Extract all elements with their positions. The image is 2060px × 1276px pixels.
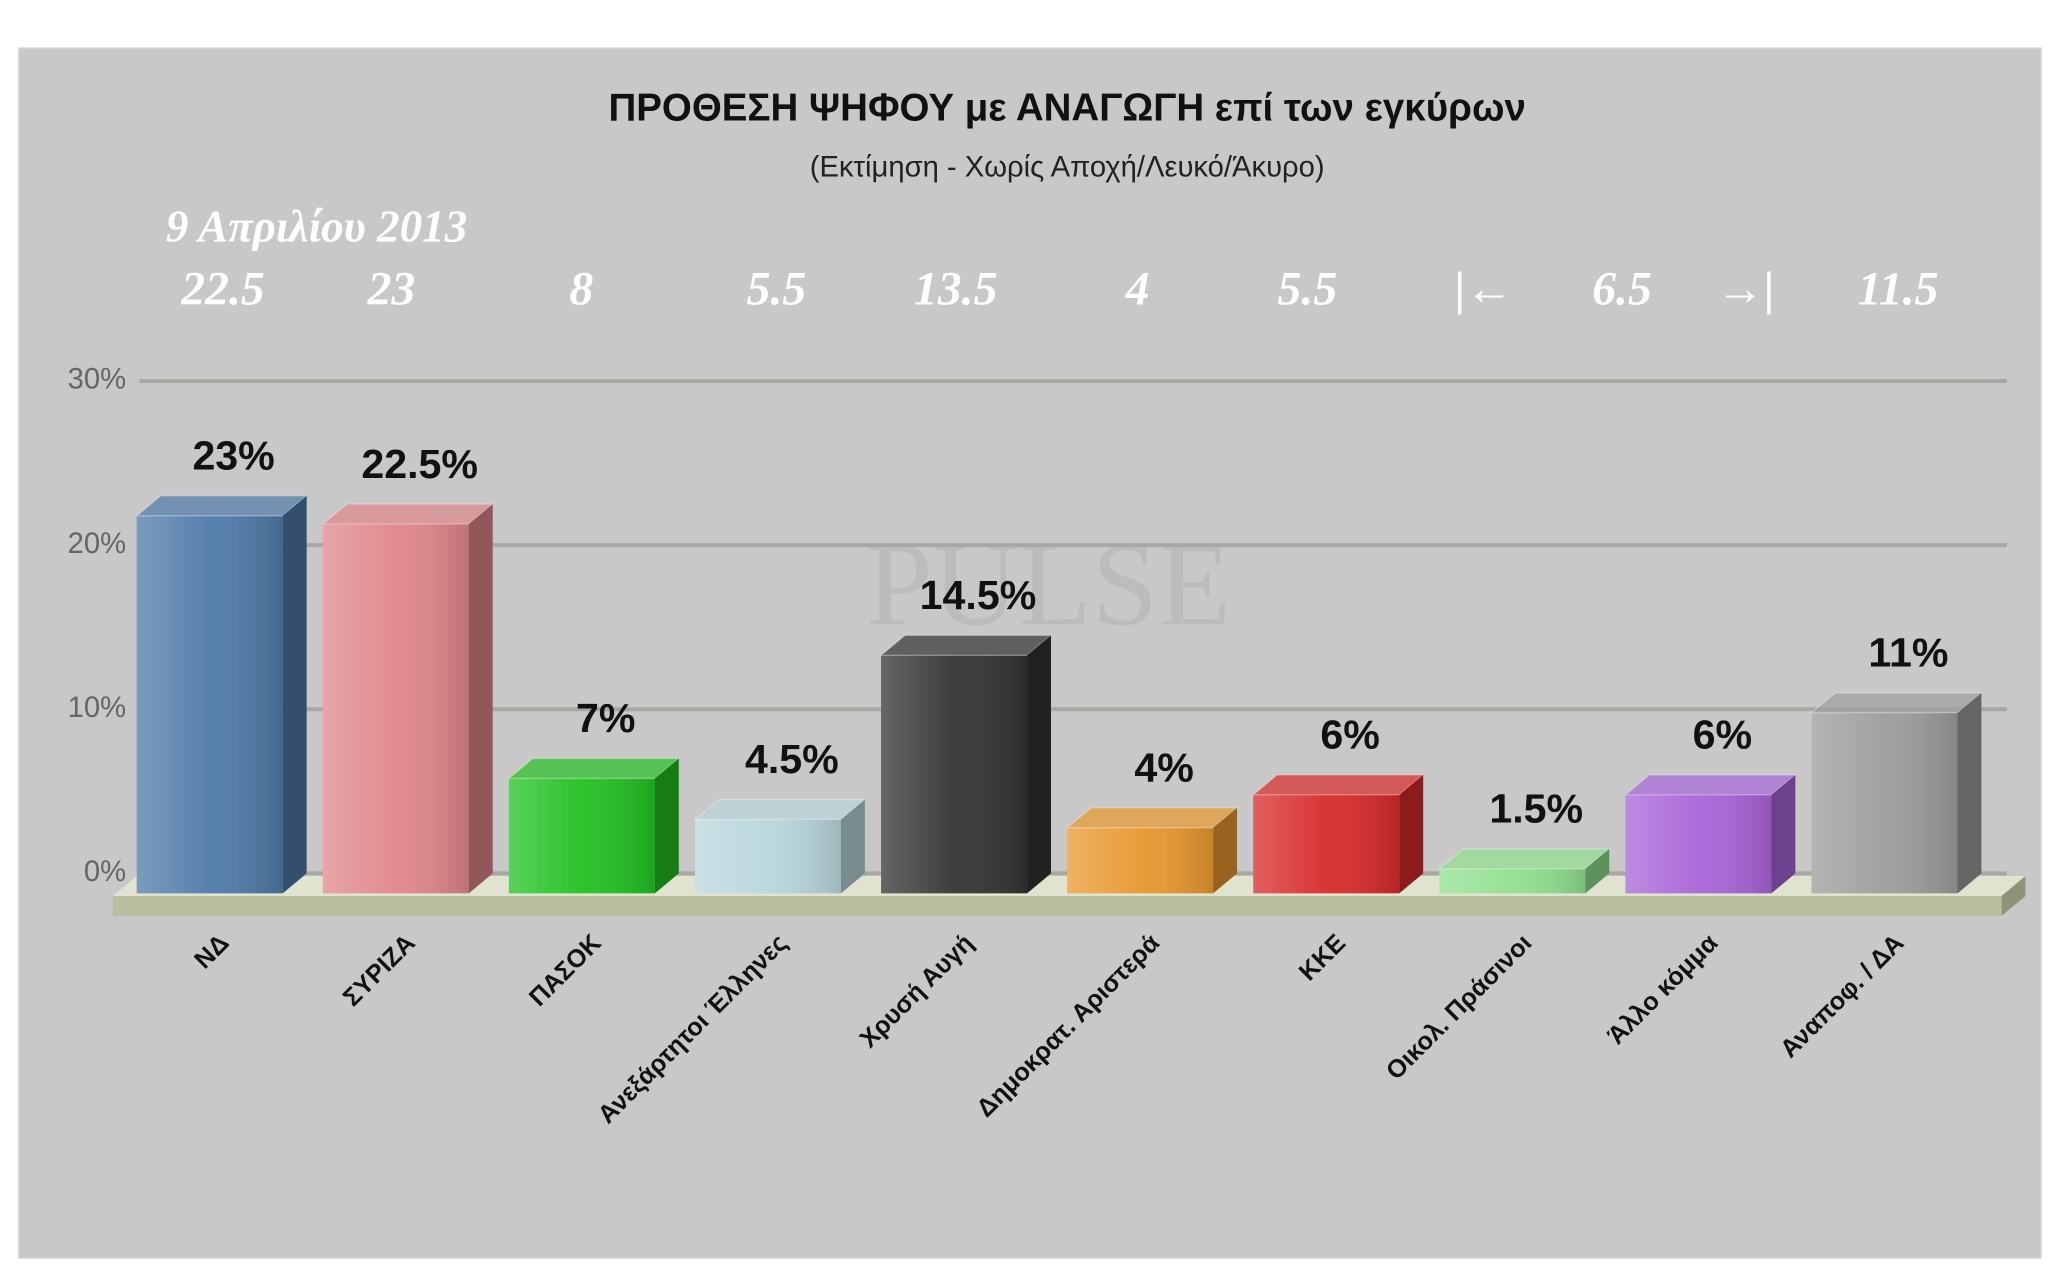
- bar-top: [1251, 774, 1425, 796]
- value-label: 14.5%: [920, 572, 1037, 618]
- bar-shine: [694, 819, 841, 894]
- bar-top: [1809, 692, 1984, 714]
- comparison-value: 23: [367, 262, 416, 315]
- comparison-value: 11.5: [1858, 262, 1939, 315]
- bar-side: [1585, 848, 1610, 894]
- floor-front: [112, 895, 2002, 916]
- comparison-value: 8: [569, 262, 593, 315]
- chart-subtitle: (Εκτίμηση - Χωρίς Αποχή/Λευκό/Άκυρο): [810, 151, 1325, 183]
- bar-top: [1623, 774, 1798, 796]
- bar-side: [468, 504, 493, 894]
- bar-shine: [881, 655, 1028, 894]
- bar-top: [1065, 807, 1239, 829]
- bar-top: [879, 634, 1053, 656]
- bar-side-shade: [1027, 635, 1051, 894]
- bar-side: [282, 495, 307, 894]
- bar-side-shade: [1957, 692, 1982, 894]
- comparison-bracket: →|: [1716, 262, 1774, 315]
- bar-shine: [508, 778, 655, 894]
- bar-shine: [1439, 868, 1586, 894]
- bar-side: [840, 799, 865, 894]
- bar-side: [1399, 774, 1424, 894]
- bar-top: [320, 503, 495, 525]
- comparison-value: 22.5: [180, 262, 265, 315]
- value-label: 7%: [576, 695, 635, 741]
- y-tick-label: 10%: [68, 692, 126, 724]
- comparison-value: 6.5: [1592, 262, 1652, 315]
- value-label: 23%: [192, 433, 274, 479]
- bar-side-shade: [1213, 807, 1238, 894]
- bar-side: [1957, 692, 1982, 894]
- comparison-value: 4: [1125, 262, 1150, 315]
- bar-top: [134, 495, 309, 517]
- bar-top: [693, 798, 867, 821]
- value-label: 4.5%: [745, 736, 839, 782]
- bar-side-shade: [1399, 774, 1424, 894]
- bar-shine: [136, 515, 283, 894]
- comparison-value: 5.5: [1278, 262, 1338, 315]
- bar-side-shade: [1585, 848, 1610, 894]
- value-label: 22.5%: [361, 441, 478, 487]
- y-tick-label: 20%: [68, 528, 126, 560]
- bar-side-shade: [282, 495, 307, 894]
- bar-side-shade: [840, 799, 865, 894]
- value-label: 11%: [1868, 630, 1948, 676]
- y-tick-label: 30%: [68, 364, 126, 396]
- bar-shine: [1253, 794, 1400, 894]
- bar-shine: [1625, 794, 1772, 894]
- bar-top: [507, 757, 681, 780]
- bar-side-shade: [468, 504, 493, 894]
- comparison-value: 5.5: [747, 262, 807, 315]
- bar-side: [1027, 635, 1051, 894]
- bar-shine: [1811, 712, 1958, 894]
- value-label: 6%: [1320, 712, 1379, 758]
- bar-top: [1437, 848, 1612, 870]
- comparison-bracket: |←: [1455, 262, 1513, 315]
- floor-side: [2001, 876, 2026, 916]
- bar-shine: [1067, 827, 1214, 894]
- bar-shine: [322, 523, 469, 894]
- value-label: 6%: [1693, 712, 1752, 758]
- bar-side: [1213, 807, 1238, 894]
- bar-side: [654, 758, 679, 894]
- comparison-value: 13.5: [914, 262, 998, 315]
- y-tick-label: 0%: [84, 856, 126, 888]
- value-label: 4%: [1134, 744, 1193, 790]
- bar-side-shade: [654, 758, 679, 894]
- value-label: 1.5%: [1489, 785, 1583, 831]
- bar-side: [1771, 774, 1796, 894]
- watermark: PULSE: [866, 519, 1231, 651]
- chart-title: ΠΡΟΘΕΣΗ ΨΗΦΟΥ με ΑΝΑΓΩΓΗ επί των εγκύρων: [608, 86, 1525, 129]
- bar-side-shade: [1771, 774, 1796, 894]
- comparison-title: 9 Απριλίου 2013: [166, 201, 467, 251]
